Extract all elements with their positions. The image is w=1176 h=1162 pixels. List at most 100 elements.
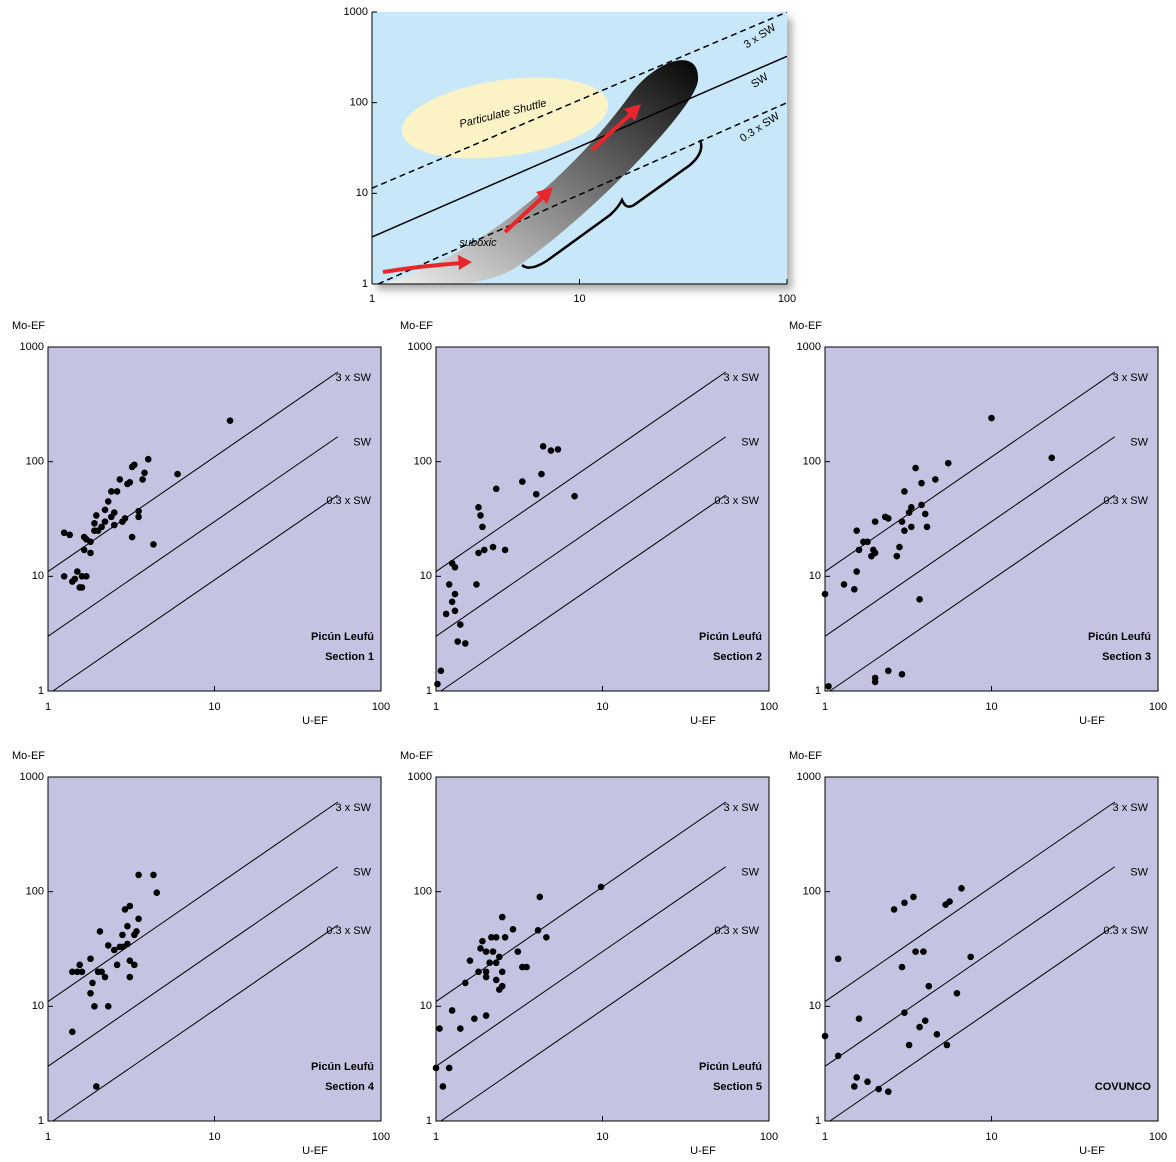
data-point (851, 1083, 858, 1090)
data-point (855, 546, 863, 554)
line-label: 0.3 x SW (326, 925, 371, 937)
data-point (851, 586, 858, 593)
y-tick-label: 1000 (20, 771, 44, 783)
data-point (885, 1088, 892, 1096)
x-tick-label: 100 (760, 701, 778, 713)
x-tick-label: 10 (596, 701, 608, 713)
reference-line (372, 12, 787, 189)
y-tick-label: 10 (32, 570, 44, 582)
data-point (121, 906, 129, 913)
y-tick-label: 1 (38, 1115, 44, 1127)
x-tick-label: 100 (778, 293, 796, 305)
data-point (87, 538, 94, 546)
data-point (498, 968, 506, 976)
data-point (119, 943, 126, 951)
x-tick-label: 1 (433, 701, 439, 713)
data-point (462, 979, 469, 987)
panel-title: Picún Leufú (699, 631, 762, 643)
x-tick-label: 10 (985, 1131, 997, 1143)
data-point (944, 459, 952, 467)
reference-line (47, 801, 339, 1003)
data-point (87, 549, 94, 557)
line-label: 0.3 x SW (714, 925, 759, 937)
data-point (536, 893, 544, 901)
data-point (174, 470, 181, 478)
data-point (486, 959, 493, 967)
data-point (133, 928, 140, 935)
data-point (92, 1083, 100, 1090)
line-label: SW (741, 867, 759, 879)
data-point (921, 510, 929, 518)
data-point (834, 955, 842, 963)
data-point (60, 573, 68, 580)
data-point (501, 546, 509, 554)
data-point (87, 955, 94, 963)
data-point (597, 883, 605, 891)
data-point (898, 963, 906, 971)
data-point (498, 913, 506, 921)
data-point (480, 546, 488, 554)
data-point (901, 488, 908, 495)
data-point (104, 1003, 112, 1010)
data-point (116, 476, 124, 483)
data-point (509, 925, 517, 933)
data-point (80, 546, 88, 554)
data-point (890, 906, 898, 913)
schematic-arrows (382, 104, 703, 274)
data-point (853, 527, 860, 535)
data-point (496, 953, 503, 961)
data-point (119, 931, 126, 939)
data-point (946, 898, 953, 905)
y-tick-label: 1000 (797, 341, 821, 353)
arrowhead (536, 187, 553, 204)
x-tick-label: 10 (596, 1131, 608, 1143)
y-tick-label: 10 (809, 570, 821, 582)
data-point (141, 469, 148, 477)
y-tick-label: 1 (38, 685, 44, 697)
data-point (98, 523, 105, 531)
data-point (128, 533, 136, 541)
x-axis-label: U-EF (302, 715, 328, 727)
line-label: 3 x SW (724, 372, 760, 384)
data-point (78, 584, 86, 591)
line-label: 0.3 x SW (1103, 925, 1148, 937)
x-tick-label: 100 (372, 701, 390, 713)
data-point (547, 447, 555, 454)
data-point (98, 968, 105, 976)
y-axis-label: Mo-EF (12, 320, 45, 332)
line-label: 3 x SW (336, 802, 372, 814)
data-point (908, 503, 915, 511)
panel-title: Picún Leufú (311, 1061, 374, 1073)
data-point (988, 414, 995, 422)
line-label: 3 x SW (1113, 802, 1149, 814)
data-point (135, 915, 142, 923)
data-point (473, 581, 480, 588)
data-point (539, 443, 547, 450)
x-axis-label: U-EF (690, 715, 716, 727)
reference-line (435, 436, 727, 637)
y-axis-label: Mo-EF (12, 750, 45, 762)
line-label: 3 x SW (1113, 372, 1149, 384)
data-point (66, 531, 74, 539)
line-label: SW (353, 867, 371, 879)
x-tick-label: 1 (369, 293, 375, 305)
data-point (905, 1041, 913, 1049)
y-tick-label: 100 (26, 886, 44, 898)
data-point (920, 948, 927, 955)
y-tick-label: 1 (815, 1115, 821, 1127)
data-point (124, 940, 131, 948)
data-point (69, 1028, 76, 1036)
reference-line (440, 924, 727, 1122)
x-tick-label: 100 (1149, 701, 1167, 713)
y-tick-label: 100 (414, 456, 432, 468)
data-point (226, 417, 234, 424)
data-point (482, 948, 490, 955)
data-point (488, 933, 495, 941)
data-point (150, 541, 157, 548)
data-point (475, 549, 482, 557)
data-point (489, 543, 497, 551)
data-point (89, 979, 96, 987)
plot-background (47, 776, 382, 1122)
y-tick-label: 1000 (20, 341, 44, 353)
arrowhead (624, 104, 641, 121)
